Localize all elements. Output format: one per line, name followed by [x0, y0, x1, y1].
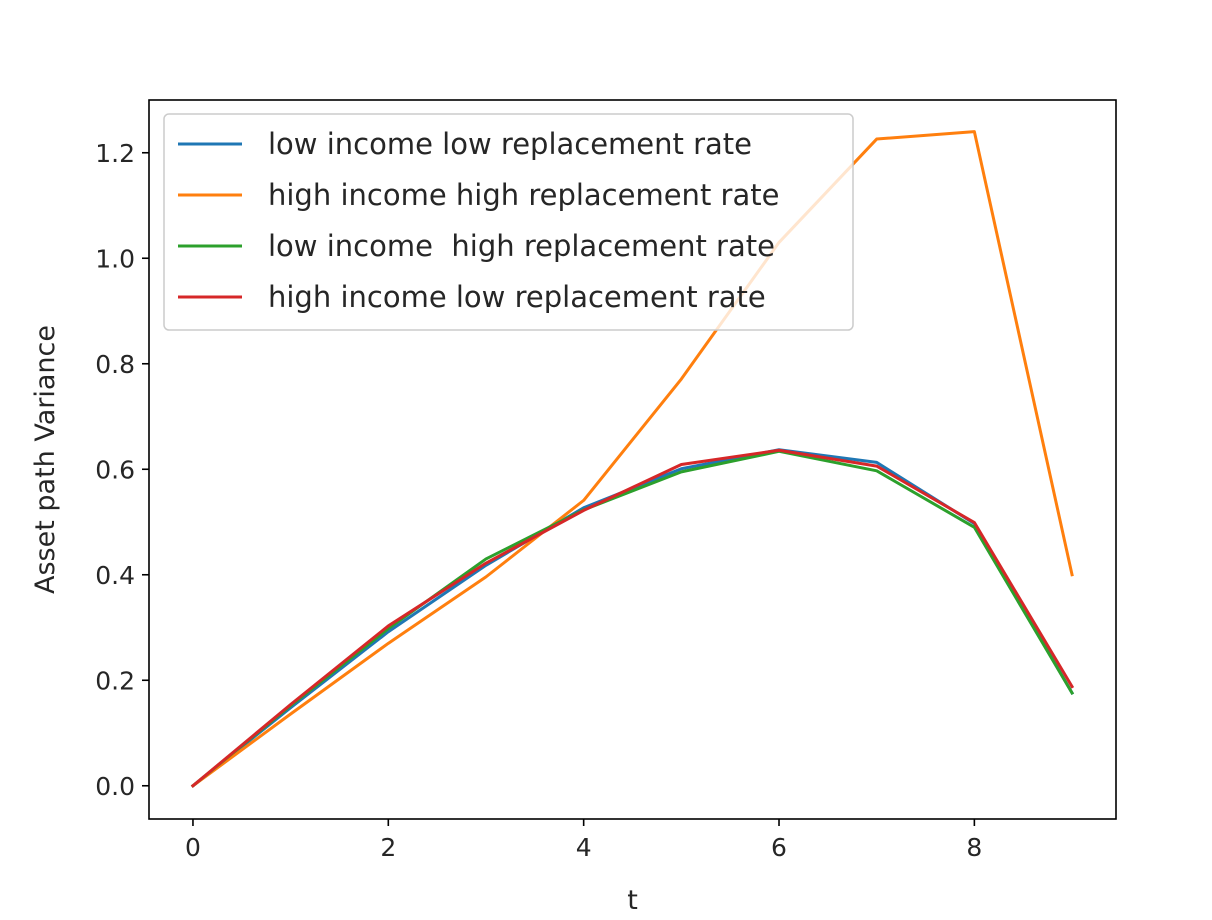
y-tick-label: 1.2	[95, 139, 135, 168]
x-tick-label: 0	[185, 833, 201, 862]
y-tick-label: 0.6	[95, 455, 135, 484]
legend-label-1: low income low replacement rate	[268, 127, 752, 161]
x-tick-label: 2	[380, 833, 396, 862]
axes: 0 2 4 6 8 0.0 0.2 0.4 0.6 0.8 1.0 1.2	[95, 99, 1117, 862]
y-tick-label: 0.0	[95, 772, 135, 801]
series-lines	[190, 130, 1075, 788]
legend-label-4: high income low replacement rate	[268, 280, 766, 314]
legend-box	[163, 113, 854, 331]
legend-label-2: high income high replacement rate	[268, 178, 779, 212]
series-line-4	[190, 448, 1075, 788]
axes-frame	[148, 99, 1117, 820]
y-tick-label: 0.8	[95, 350, 135, 379]
series-line-2	[190, 130, 1074, 788]
x-tick-label: 8	[966, 833, 982, 862]
y-tick-label: 0.4	[95, 561, 135, 590]
legend: low income low replacement rate high inco…	[163, 113, 854, 331]
x-axis-label: t	[627, 885, 638, 916]
x-tick-label: 4	[576, 833, 592, 862]
y-tick-label: 1.0	[95, 244, 135, 273]
y-axis-label: Asset path Variance	[30, 325, 61, 594]
y-tick-label: 0.2	[95, 666, 135, 695]
x-tick-label: 6	[771, 833, 787, 862]
legend-label-3: low income high replacement rate	[268, 229, 775, 263]
